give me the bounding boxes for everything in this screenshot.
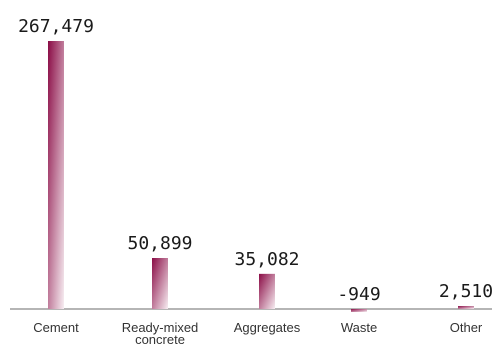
value-label-1: 50,899 bbox=[127, 233, 192, 254]
bar-0 bbox=[48, 41, 64, 309]
value-label-3: -949 bbox=[337, 284, 380, 305]
bar-4 bbox=[458, 306, 474, 309]
category-label-2: Aggregates bbox=[234, 320, 301, 335]
value-label-2: 35,082 bbox=[234, 249, 299, 270]
category-label-1-line-0: Ready-mixed bbox=[122, 320, 199, 335]
category-label-0: Cement bbox=[33, 320, 79, 335]
bar-3 bbox=[351, 309, 367, 312]
bar-2 bbox=[259, 273, 275, 309]
bar-1 bbox=[152, 258, 168, 309]
category-label-3: Waste bbox=[341, 320, 377, 335]
value-label-0: 267,479 bbox=[18, 16, 94, 37]
value-label-4: 2,510 bbox=[439, 281, 493, 302]
category-label-4: Other bbox=[450, 320, 483, 335]
category-label-1-line-1: concrete bbox=[135, 332, 185, 347]
